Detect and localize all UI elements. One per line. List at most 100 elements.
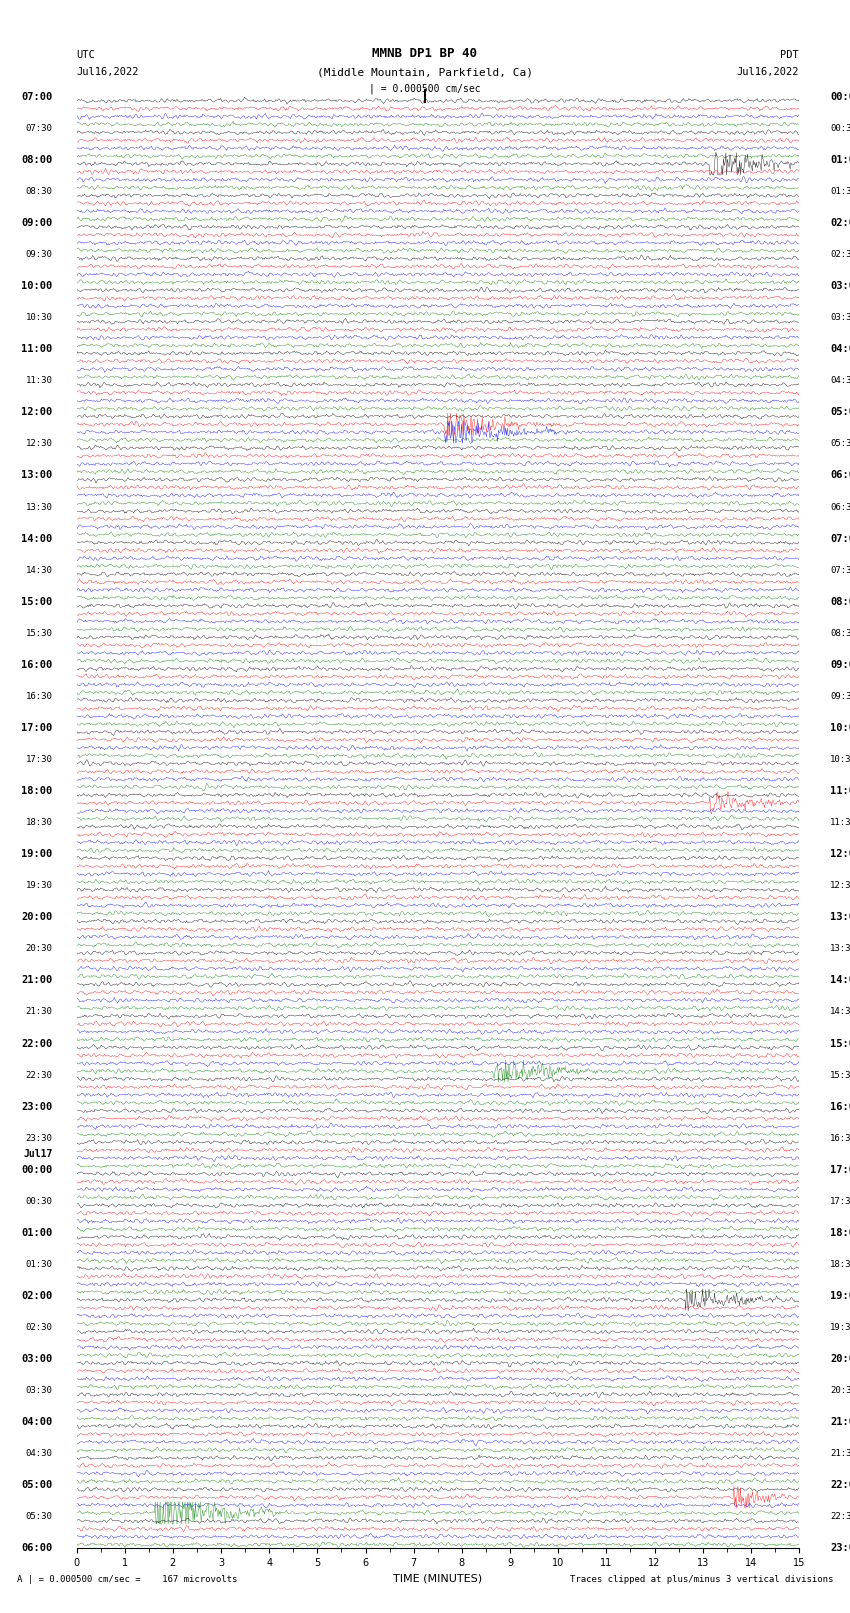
Text: (Middle Mountain, Parkfield, Ca): (Middle Mountain, Parkfield, Ca) [317,68,533,77]
Text: Jul16,2022: Jul16,2022 [76,68,139,77]
Text: 07:00: 07:00 [830,534,850,544]
Text: 20:00: 20:00 [830,1355,850,1365]
Text: 14:00: 14:00 [21,534,53,544]
Text: 04:30: 04:30 [26,1450,53,1458]
Text: 05:30: 05:30 [830,439,850,448]
Text: 17:30: 17:30 [26,755,53,765]
Text: 10:00: 10:00 [830,723,850,732]
Text: 15:30: 15:30 [830,1071,850,1079]
Text: 03:30: 03:30 [26,1386,53,1395]
Text: 16:00: 16:00 [21,660,53,669]
Text: 08:30: 08:30 [830,629,850,637]
Text: 11:00: 11:00 [21,344,53,355]
Text: 12:00: 12:00 [830,848,850,860]
Text: 13:00: 13:00 [21,471,53,481]
Text: 07:00: 07:00 [21,92,53,102]
Text: 17:00: 17:00 [21,723,53,732]
Text: 04:00: 04:00 [21,1418,53,1428]
Text: 11:00: 11:00 [830,786,850,797]
X-axis label: TIME (MINUTES): TIME (MINUTES) [394,1574,482,1584]
Text: 22:30: 22:30 [26,1071,53,1079]
Text: 05:00: 05:00 [830,408,850,418]
Text: 08:00: 08:00 [830,597,850,606]
Text: 16:30: 16:30 [26,692,53,702]
Text: 12:00: 12:00 [21,408,53,418]
Text: 00:30: 00:30 [26,1197,53,1207]
Text: 17:00: 17:00 [830,1165,850,1174]
Text: 03:30: 03:30 [830,313,850,323]
Text: 15:00: 15:00 [21,597,53,606]
Text: 23:00: 23:00 [21,1102,53,1111]
Text: 23:30: 23:30 [26,1134,53,1142]
Text: 10:00: 10:00 [21,281,53,290]
Text: 20:30: 20:30 [830,1386,850,1395]
Text: 20:00: 20:00 [21,913,53,923]
Text: 03:00: 03:00 [830,281,850,290]
Text: Traces clipped at plus/minus 3 vertical divisions: Traces clipped at plus/minus 3 vertical … [570,1574,833,1584]
Text: 22:00: 22:00 [21,1039,53,1048]
Text: UTC: UTC [76,50,95,60]
Text: 01:00: 01:00 [830,155,850,165]
Text: 21:30: 21:30 [830,1450,850,1458]
Text: 18:00: 18:00 [830,1227,850,1237]
Text: 01:30: 01:30 [830,187,850,195]
Text: 21:00: 21:00 [830,1418,850,1428]
Text: 13:00: 13:00 [830,913,850,923]
Text: 11:30: 11:30 [26,376,53,386]
Text: 13:30: 13:30 [26,503,53,511]
Text: 18:30: 18:30 [26,818,53,827]
Text: 08:00: 08:00 [21,155,53,165]
Text: 09:30: 09:30 [26,250,53,260]
Text: 00:00: 00:00 [830,92,850,102]
Text: 04:30: 04:30 [830,376,850,386]
Text: 05:30: 05:30 [26,1513,53,1521]
Text: 21:30: 21:30 [26,1008,53,1016]
Text: 14:30: 14:30 [26,566,53,574]
Text: 20:30: 20:30 [26,944,53,953]
Text: 07:30: 07:30 [830,566,850,574]
Text: 16:30: 16:30 [830,1134,850,1142]
Text: 17:30: 17:30 [830,1197,850,1207]
Text: PDT: PDT [780,50,799,60]
Text: 14:00: 14:00 [830,976,850,986]
Text: 09:00: 09:00 [21,218,53,227]
Text: 07:30: 07:30 [26,124,53,132]
Text: Jul16,2022: Jul16,2022 [736,68,799,77]
Text: 00:30: 00:30 [830,124,850,132]
Text: 12:30: 12:30 [830,881,850,890]
Text: 02:30: 02:30 [26,1323,53,1332]
Text: 19:00: 19:00 [830,1290,850,1302]
Text: 21:00: 21:00 [21,976,53,986]
Text: 09:00: 09:00 [830,660,850,669]
Text: 19:30: 19:30 [830,1323,850,1332]
Text: 02:00: 02:00 [830,218,850,227]
Text: 04:00: 04:00 [830,344,850,355]
Text: 02:30: 02:30 [830,250,850,260]
Text: 10:30: 10:30 [26,313,53,323]
Text: 12:30: 12:30 [26,439,53,448]
Text: 22:30: 22:30 [830,1513,850,1521]
Text: 08:30: 08:30 [26,187,53,195]
Text: 13:30: 13:30 [830,944,850,953]
Text: 05:00: 05:00 [21,1481,53,1490]
Text: 18:00: 18:00 [21,786,53,797]
Text: 19:00: 19:00 [21,848,53,860]
Text: 22:00: 22:00 [830,1481,850,1490]
Text: 16:00: 16:00 [830,1102,850,1111]
Text: Jul17: Jul17 [23,1148,53,1160]
Text: 02:00: 02:00 [21,1290,53,1302]
Text: 06:30: 06:30 [830,503,850,511]
Text: 11:30: 11:30 [830,818,850,827]
Text: 23:00: 23:00 [830,1544,850,1553]
Text: 19:30: 19:30 [26,881,53,890]
Text: 15:00: 15:00 [830,1039,850,1048]
Text: 06:00: 06:00 [21,1544,53,1553]
Text: MMNB DP1 BP 40: MMNB DP1 BP 40 [372,47,478,60]
Text: A | = 0.000500 cm/sec =    167 microvolts: A | = 0.000500 cm/sec = 167 microvolts [17,1574,237,1584]
Text: 06:00: 06:00 [830,471,850,481]
Text: 15:30: 15:30 [26,629,53,637]
Text: 18:30: 18:30 [830,1260,850,1269]
Text: 01:00: 01:00 [21,1227,53,1237]
Text: 14:30: 14:30 [830,1008,850,1016]
Text: 10:30: 10:30 [830,755,850,765]
